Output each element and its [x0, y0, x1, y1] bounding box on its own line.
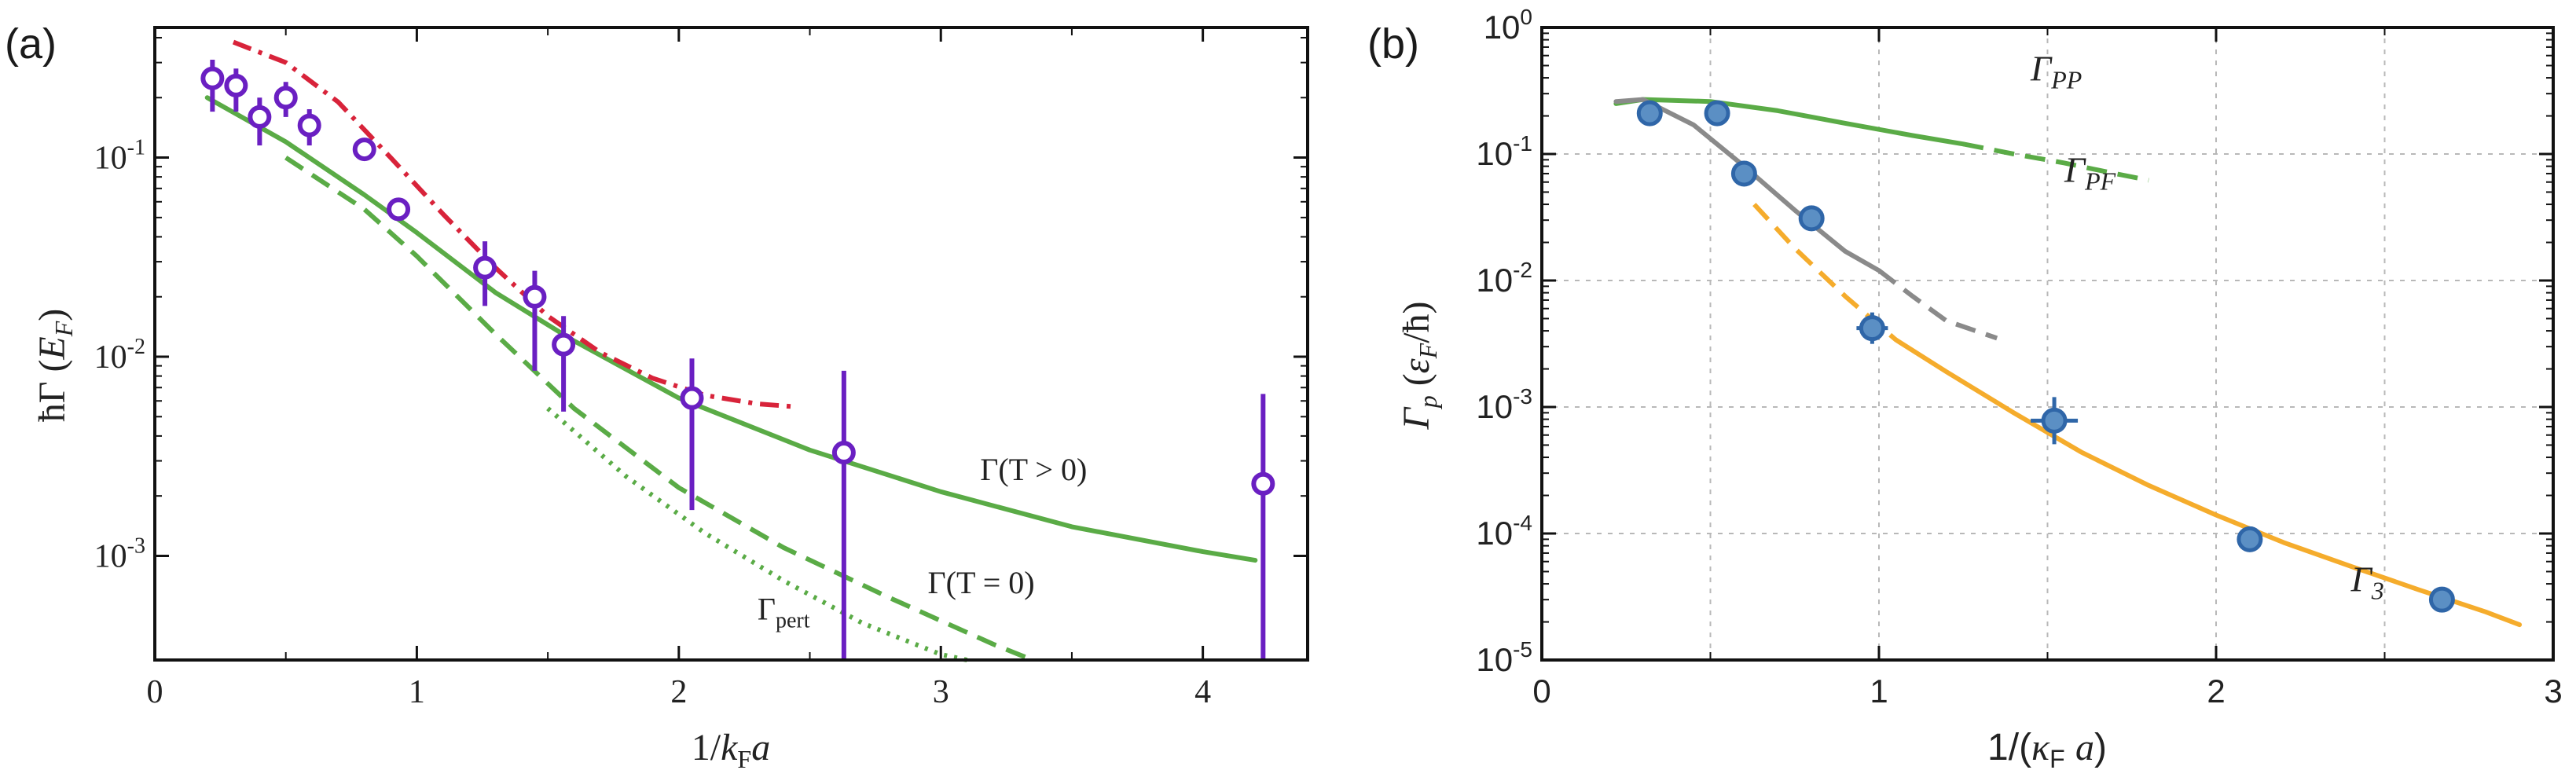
data-point — [224, 73, 248, 97]
panel-b-axes: 0 1 2 3 100 10-1 10-2 10-3 10-4 10-5 — [1476, 5, 2562, 710]
b-ytick-label: 10-2 — [1476, 258, 1532, 299]
data-point — [1251, 471, 1275, 496]
data-point — [1636, 100, 1663, 126]
annotation-label: ΓPP — [2030, 49, 2082, 94]
series-line — [1613, 97, 1966, 147]
data-point — [273, 86, 298, 110]
data-point — [1704, 100, 1730, 126]
panel-a-annotations: Γ(T > 0) Γ(T = 0) Γpert — [758, 452, 1087, 632]
panel-a-series — [204, 39, 1258, 662]
data-point — [473, 255, 497, 280]
a-xtick-label: 1 — [409, 674, 425, 710]
panel-a-ylabel: ħΓ (EF) — [31, 309, 78, 423]
panel-a-xlabel: 1/kFa — [692, 727, 770, 773]
series-line — [1893, 337, 2523, 628]
data-point — [2237, 526, 2263, 552]
data-point — [352, 138, 376, 162]
data-point — [387, 197, 411, 222]
annotation-label: ΓPF — [2064, 150, 2116, 196]
a-ytick-label: 10-3 — [94, 534, 145, 574]
a-xtick-label: 2 — [670, 674, 687, 710]
series-line — [1962, 141, 2149, 183]
data-point — [552, 332, 576, 357]
panel-a-points — [200, 60, 1275, 660]
a-ytick-label: 10-1 — [94, 136, 145, 177]
a-xtick-label: 0 — [147, 674, 163, 710]
series-line — [284, 156, 1034, 662]
data-point — [248, 104, 272, 129]
data-point — [297, 113, 321, 138]
b-xtick-label: 2 — [2207, 673, 2225, 710]
annotation-label: Γpert — [758, 591, 810, 632]
series-line — [1877, 268, 1998, 341]
panel-b-points — [1636, 100, 2455, 613]
panel-b-label: (b) — [1367, 20, 1419, 68]
panel-b-annotations: ΓPP ΓPF Γ3 — [2030, 49, 2384, 605]
series-line — [546, 406, 968, 662]
data-point — [831, 441, 856, 465]
b-xtick-label: 0 — [1532, 673, 1550, 710]
panel-b-grid — [1542, 28, 2553, 660]
b-xtick-label: 3 — [2544, 673, 2562, 710]
annotation-label: Γ(T > 0) — [980, 452, 1087, 487]
b-xtick-label: 1 — [1870, 673, 1888, 710]
data-point — [200, 66, 225, 90]
data-point — [523, 284, 547, 309]
b-ytick-label: 10-4 — [1476, 511, 1532, 552]
panel-b-ylabel: Γp (εF/ħ) — [1396, 301, 1442, 430]
a-xtick-label: 4 — [1194, 674, 1211, 710]
panel-b-xlabel: 1/(κF a) — [1987, 727, 2107, 773]
panel-b: (b) 0 1 2 3 100 10-1 10-2 10-3 10-4 10-5 ΓPP ΓPF Γ3… — [1367, 5, 2563, 773]
a-xtick-label: 3 — [933, 674, 949, 710]
panel-a-axes: 0 1 2 3 4 10-1 10-2 10-3 — [94, 28, 1308, 710]
data-point — [1730, 160, 1757, 187]
panel-a-label: (a) — [5, 20, 57, 68]
data-point — [1859, 315, 1885, 342]
data-point — [1798, 205, 1825, 232]
data-point — [2428, 586, 2455, 613]
annotation-label: Γ(T = 0) — [928, 565, 1035, 600]
series-line — [204, 95, 1258, 563]
b-ytick-label: 10-1 — [1476, 131, 1532, 172]
data-point — [2041, 407, 2068, 434]
data-point — [680, 386, 704, 410]
b-ytick-label: 100 — [1484, 5, 1532, 46]
b-ytick-label: 10-3 — [1476, 384, 1532, 425]
a-ytick-label: 10-2 — [94, 335, 145, 376]
annotation-label: Γ3 — [2350, 559, 2384, 604]
series-line — [232, 39, 798, 409]
b-ytick-label: 10-5 — [1476, 637, 1532, 678]
panel-a-frame — [153, 26, 1309, 662]
panel-a: (a) 0 1 2 3 4 10-1 10-2 10-3 Γ(T > 0) Γ(T = 0) Γp… — [5, 20, 1309, 773]
